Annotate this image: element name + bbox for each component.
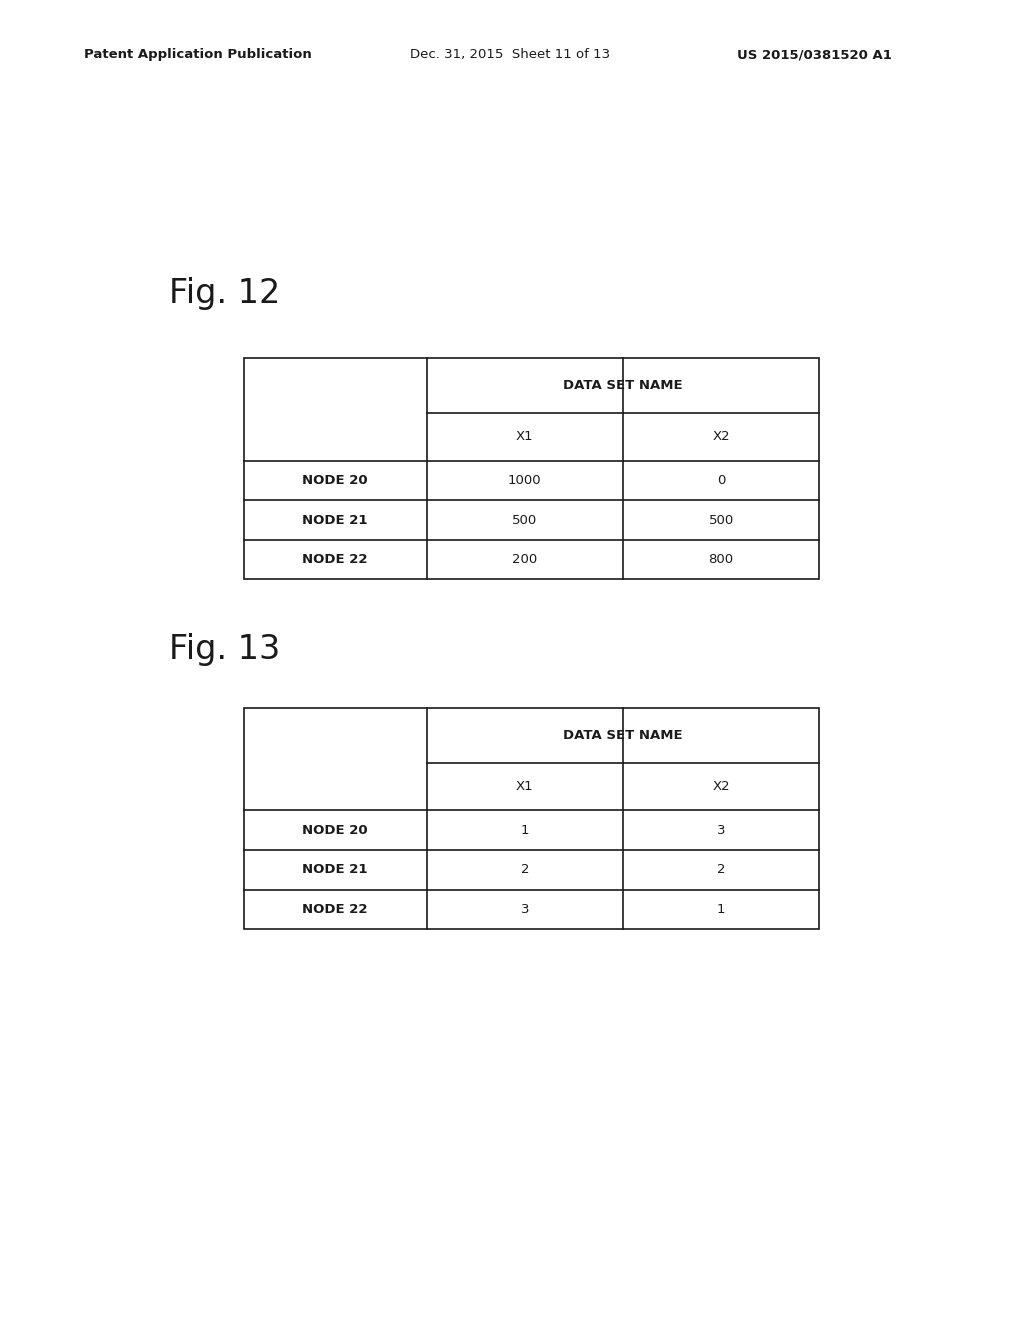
Text: 800: 800 bbox=[709, 553, 733, 566]
Text: Patent Application Publication: Patent Application Publication bbox=[84, 49, 311, 61]
Text: NODE 21: NODE 21 bbox=[302, 863, 368, 876]
Text: 1: 1 bbox=[717, 903, 725, 916]
Text: DATA SET NAME: DATA SET NAME bbox=[563, 729, 683, 742]
Text: NODE 22: NODE 22 bbox=[302, 553, 368, 566]
Text: Fig. 12: Fig. 12 bbox=[169, 277, 281, 309]
Text: 1: 1 bbox=[520, 824, 529, 837]
Text: 500: 500 bbox=[512, 513, 538, 527]
Text: 0: 0 bbox=[717, 474, 725, 487]
Text: 1000: 1000 bbox=[508, 474, 542, 487]
Text: 500: 500 bbox=[709, 513, 734, 527]
Text: 200: 200 bbox=[512, 553, 538, 566]
Text: NODE 20: NODE 20 bbox=[302, 474, 368, 487]
Text: NODE 22: NODE 22 bbox=[302, 903, 368, 916]
Text: US 2015/0381520 A1: US 2015/0381520 A1 bbox=[737, 49, 892, 61]
Text: Fig. 13: Fig. 13 bbox=[169, 632, 281, 665]
Text: X1: X1 bbox=[516, 430, 534, 444]
Text: 3: 3 bbox=[520, 903, 529, 916]
Text: X1: X1 bbox=[516, 780, 534, 793]
Text: NODE 21: NODE 21 bbox=[302, 513, 368, 527]
Text: 2: 2 bbox=[717, 863, 725, 876]
Text: Dec. 31, 2015  Sheet 11 of 13: Dec. 31, 2015 Sheet 11 of 13 bbox=[410, 49, 609, 61]
Bar bbox=[244, 358, 819, 579]
Text: 2: 2 bbox=[520, 863, 529, 876]
Text: 3: 3 bbox=[717, 824, 725, 837]
Text: X2: X2 bbox=[713, 430, 730, 444]
Text: DATA SET NAME: DATA SET NAME bbox=[563, 379, 683, 392]
Text: X2: X2 bbox=[713, 780, 730, 793]
Text: NODE 20: NODE 20 bbox=[302, 824, 368, 837]
Bar bbox=[244, 708, 819, 929]
